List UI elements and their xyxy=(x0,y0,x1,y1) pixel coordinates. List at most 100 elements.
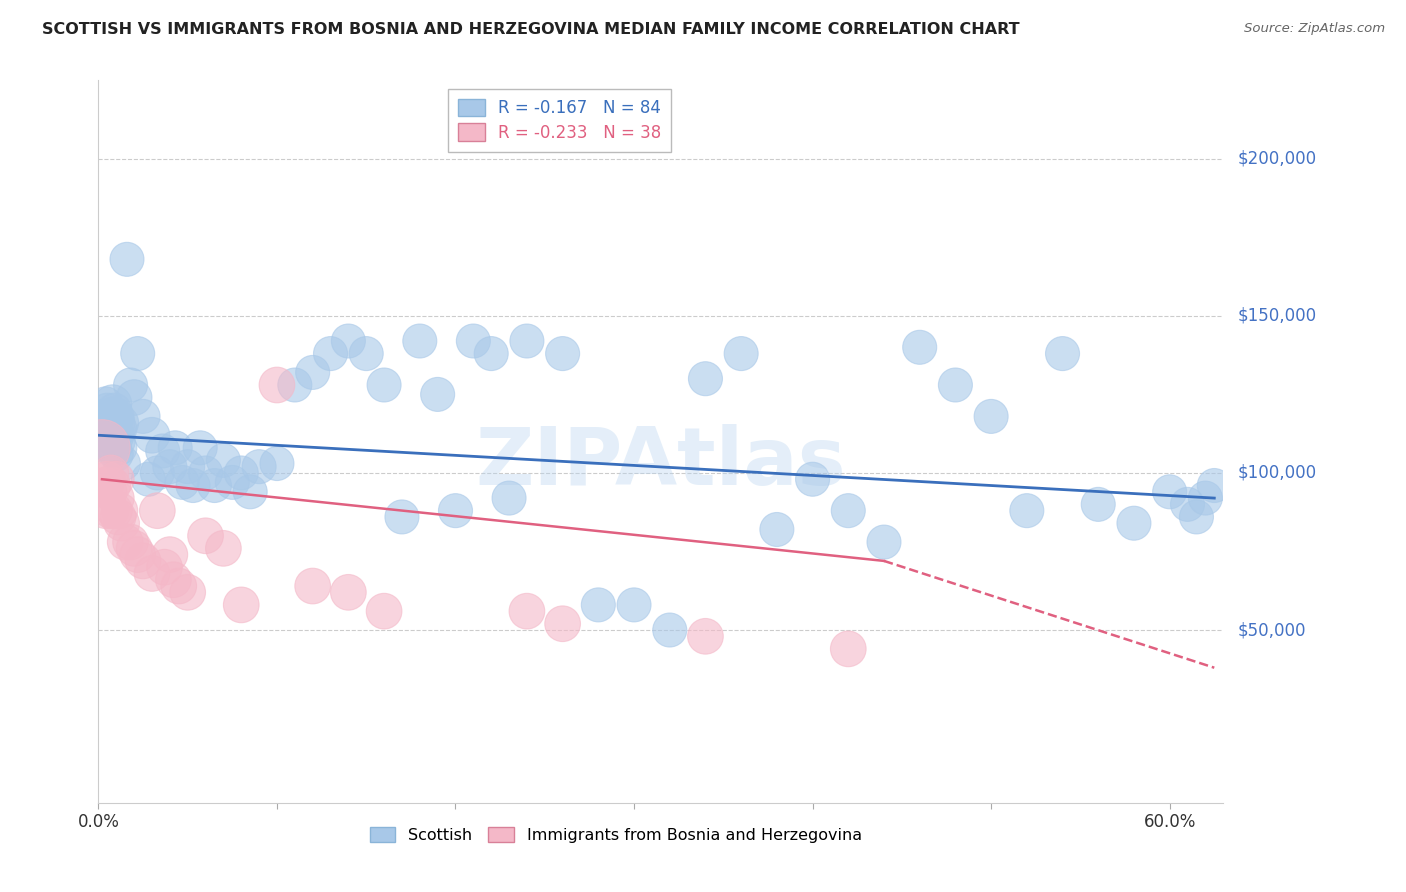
Point xyxy=(96,428,118,442)
Point xyxy=(426,387,449,401)
Point xyxy=(105,447,128,461)
Text: $200,000: $200,000 xyxy=(1237,150,1316,168)
Point xyxy=(91,441,114,455)
Point xyxy=(1052,346,1074,360)
Point xyxy=(695,372,717,386)
Point xyxy=(96,403,118,417)
Point xyxy=(101,478,124,492)
Point xyxy=(239,484,262,499)
Point xyxy=(176,459,198,474)
Point xyxy=(120,378,142,392)
Point xyxy=(114,535,136,549)
Point xyxy=(146,503,169,517)
Point xyxy=(152,444,174,458)
Point xyxy=(391,510,413,524)
Point xyxy=(516,334,538,348)
Point xyxy=(172,475,194,490)
Point xyxy=(111,416,134,430)
Point xyxy=(730,346,752,360)
Point xyxy=(176,585,198,599)
Point xyxy=(98,484,121,499)
Text: $150,000: $150,000 xyxy=(1237,307,1316,325)
Point xyxy=(188,441,211,455)
Text: ZIPAtlas: ZIPAtlas xyxy=(475,425,846,502)
Point xyxy=(354,346,377,360)
Point xyxy=(122,541,145,556)
Point xyxy=(105,472,128,486)
Point xyxy=(115,252,138,267)
Point xyxy=(98,409,121,424)
Point xyxy=(247,459,270,474)
Point xyxy=(801,472,824,486)
Point xyxy=(1087,497,1109,511)
Point xyxy=(301,366,323,380)
Point xyxy=(319,346,342,360)
Point xyxy=(91,434,114,449)
Point xyxy=(266,457,288,471)
Point xyxy=(623,598,645,612)
Point xyxy=(409,334,432,348)
Point xyxy=(93,478,115,492)
Point xyxy=(103,403,125,417)
Point xyxy=(101,409,124,424)
Point xyxy=(93,409,115,424)
Point xyxy=(980,409,1002,424)
Point xyxy=(100,503,122,517)
Point xyxy=(108,422,131,436)
Point xyxy=(837,503,859,517)
Point xyxy=(231,466,253,480)
Point xyxy=(111,516,134,531)
Legend: Scottish, Immigrants from Bosnia and Herzegovina: Scottish, Immigrants from Bosnia and Her… xyxy=(364,820,868,849)
Point xyxy=(337,334,360,348)
Point xyxy=(108,441,131,455)
Point xyxy=(112,457,135,471)
Point xyxy=(1015,503,1038,517)
Point xyxy=(103,441,125,455)
Point xyxy=(212,541,235,556)
Point xyxy=(551,346,574,360)
Point xyxy=(516,604,538,618)
Point xyxy=(101,397,124,411)
Point xyxy=(479,346,502,360)
Point xyxy=(1177,497,1199,511)
Point xyxy=(463,334,485,348)
Point xyxy=(108,503,131,517)
Point xyxy=(94,397,117,411)
Point xyxy=(1159,484,1181,499)
Point xyxy=(1185,510,1208,524)
Point xyxy=(284,378,307,392)
Point xyxy=(127,346,149,360)
Point xyxy=(167,579,190,593)
Point xyxy=(551,616,574,631)
Text: $100,000: $100,000 xyxy=(1237,464,1316,482)
Point xyxy=(127,548,149,562)
Point xyxy=(1194,491,1216,505)
Point xyxy=(1204,478,1226,492)
Point xyxy=(141,428,163,442)
Point xyxy=(103,503,125,517)
Point xyxy=(221,475,243,490)
Text: SCOTTISH VS IMMIGRANTS FROM BOSNIA AND HERZEGOVINA MEDIAN FAMILY INCOME CORRELAT: SCOTTISH VS IMMIGRANTS FROM BOSNIA AND H… xyxy=(42,22,1019,37)
Point xyxy=(96,472,118,486)
Point xyxy=(212,453,235,467)
Point xyxy=(105,409,128,424)
Point xyxy=(146,466,169,480)
Point xyxy=(107,416,129,430)
Point xyxy=(908,340,931,354)
Point xyxy=(120,535,142,549)
Point xyxy=(94,416,117,430)
Point xyxy=(159,459,181,474)
Point xyxy=(162,573,184,587)
Point xyxy=(837,641,859,656)
Point xyxy=(153,560,176,574)
Point xyxy=(695,629,717,643)
Text: Source: ZipAtlas.com: Source: ZipAtlas.com xyxy=(1244,22,1385,36)
Point xyxy=(204,478,226,492)
Point xyxy=(94,503,117,517)
Point xyxy=(101,422,124,436)
Point xyxy=(100,466,122,480)
Point xyxy=(373,378,395,392)
Point xyxy=(766,523,789,537)
Point xyxy=(138,472,160,486)
Point xyxy=(444,503,467,517)
